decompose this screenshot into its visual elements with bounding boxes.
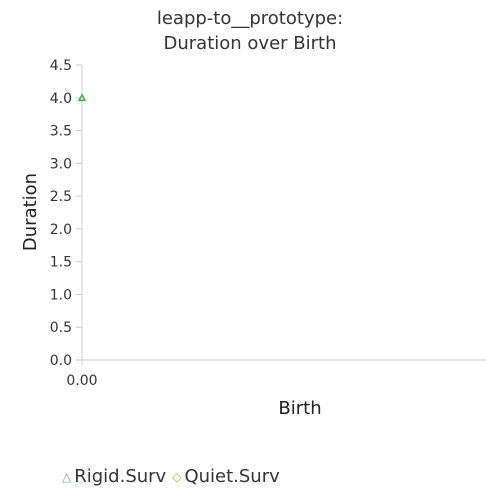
y-tick-label: 4.5: [50, 58, 72, 74]
diamond-icon: ◇: [172, 469, 182, 484]
data-point-rigid-surv: [77, 93, 87, 102]
y-axis-title: Duration: [20, 173, 41, 251]
y-tick-label: 3.5: [50, 124, 72, 140]
y-tick-label: 0.5: [50, 320, 72, 336]
y-tick-label: 2.5: [50, 189, 72, 205]
triangle-icon: △: [62, 469, 72, 484]
legend-label-quiet-surv: Quiet.Surv: [184, 466, 280, 487]
chart-title: leapp-to__prototype: Duration over Birth: [0, 6, 500, 56]
y-tick-label: 0.0: [50, 353, 72, 369]
chart-title-line-1: leapp-to__prototype:: [156, 8, 344, 29]
legend-item-quiet-surv: ◇ Quiet.Surv: [172, 466, 280, 487]
legend-item-rigid-surv: △ Rigid.Surv: [62, 466, 166, 487]
y-tick-label: 3.0: [50, 156, 72, 172]
y-axis: 0.0 0.5 1.0 1.5 2.0 2.5 3.0 3.5 4.0 4.5: [50, 58, 83, 369]
x-tick-label: 0.00: [66, 373, 97, 389]
legend-label-rigid-surv: Rigid.Surv: [74, 466, 167, 487]
y-tick-label: 4.0: [50, 91, 72, 107]
y-tick-label: 1.5: [50, 255, 72, 271]
y-tick-label: 2.0: [50, 222, 72, 238]
data-points: [77, 93, 87, 102]
chart-title-line-2: Duration over Birth: [163, 33, 337, 54]
x-axis-title: Birth: [278, 398, 321, 419]
y-tick-label: 1.0: [50, 287, 72, 303]
x-axis: 0.00: [66, 359, 486, 389]
chart-legend: △ Rigid.Surv ◇ Quiet.Surv: [62, 466, 286, 487]
